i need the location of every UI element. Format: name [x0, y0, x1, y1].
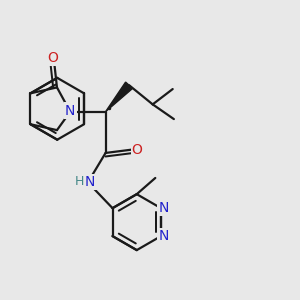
Text: O: O	[132, 143, 142, 157]
Text: N: N	[65, 103, 75, 118]
Polygon shape	[106, 82, 133, 112]
Text: N: N	[158, 229, 169, 243]
Text: N: N	[85, 175, 95, 189]
Text: O: O	[47, 51, 58, 65]
Text: H: H	[75, 175, 84, 188]
Text: N: N	[158, 201, 169, 215]
